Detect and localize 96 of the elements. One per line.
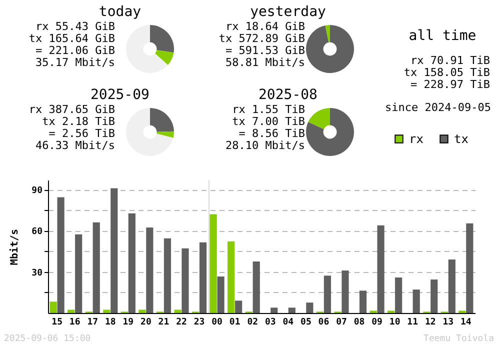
donut-slice <box>325 25 330 42</box>
text: = 2.56 TiB <box>48 127 115 140</box>
bar <box>138 310 146 313</box>
text: tx 2.18 TiB <box>41 115 115 128</box>
x-tick-label: 06 <box>318 318 330 328</box>
x-tick-label: 13 <box>442 318 454 328</box>
donut-slice <box>156 131 174 138</box>
bar <box>92 222 100 313</box>
bar <box>110 188 118 313</box>
bar <box>57 197 64 313</box>
text: = 221.06 GiB <box>34 44 115 57</box>
text: tx 165.64 GiB <box>28 32 115 45</box>
legend-label: rx <box>409 132 424 146</box>
x-tick-label: 21 <box>158 318 170 328</box>
bar <box>306 302 314 313</box>
donut-slice <box>308 108 330 130</box>
bar <box>210 214 217 313</box>
bar <box>217 276 224 313</box>
x-tick-label: 16 <box>69 318 80 328</box>
bar <box>182 248 189 313</box>
text: = 8.56 TiB <box>238 127 305 140</box>
bar <box>342 270 349 313</box>
x-tick-label: 11 <box>407 318 418 328</box>
x-tick-label: 08 <box>354 318 365 328</box>
x-tick-label: 00 <box>212 318 222 328</box>
x-tick-label: 22 <box>176 318 187 328</box>
text: all time <box>408 28 478 44</box>
bar <box>324 276 332 313</box>
donut-slice <box>155 50 174 65</box>
bar <box>466 223 474 313</box>
y-axis-title: Mbit/s <box>8 228 21 266</box>
bar <box>377 225 384 313</box>
bar <box>228 241 235 313</box>
x-tick-label: 18 <box>104 318 116 328</box>
x-tick-label: 05 <box>300 318 312 328</box>
donut-slice <box>150 25 174 53</box>
chart-title: 2025-08 <box>257 87 318 103</box>
text: rx 387.65 GiB <box>28 103 115 116</box>
text: rx 70.91 TiB <box>410 54 490 67</box>
chart-title: 2025-09 <box>89 87 150 103</box>
y-tick-label: 60 <box>32 227 42 238</box>
text: rx 55.43 GiB <box>34 20 115 33</box>
bar <box>235 300 242 313</box>
text: 58.81 Mbit/s <box>224 56 305 69</box>
x-tick-label: 20 <box>140 318 152 328</box>
bar <box>288 308 296 313</box>
bar <box>430 280 438 313</box>
bar <box>103 310 110 313</box>
bar <box>128 213 136 313</box>
donut-slice <box>126 25 168 73</box>
donut-slice <box>150 108 174 132</box>
bar <box>50 302 57 313</box>
legend-label: tx <box>454 132 468 146</box>
bar <box>199 242 207 313</box>
x-tick-label: 09 <box>372 318 382 328</box>
y-tick-label: 30 <box>32 268 42 278</box>
text: tx 7.00 TiB <box>231 115 305 128</box>
x-tick-label: 07 <box>336 318 347 328</box>
bar <box>395 277 402 313</box>
text: since 2024-09-05 <box>385 101 491 114</box>
bar <box>174 310 182 313</box>
chart-title: today <box>98 4 142 20</box>
bar <box>146 227 154 313</box>
text: = 228.97 TiB <box>410 78 490 91</box>
text: = 591.53 GiB <box>224 44 305 57</box>
x-tick-label: 01 <box>229 318 240 328</box>
x-tick-label: 14 <box>460 318 472 328</box>
x-tick-label: 15 <box>52 318 62 328</box>
donut-slice <box>306 108 354 156</box>
y-tick-label: 90 <box>32 186 42 196</box>
x-tick-label: 19 <box>122 318 134 328</box>
text: 28.10 Mbit/s <box>224 139 305 152</box>
bar <box>75 234 82 313</box>
x-tick-label: 12 <box>424 318 436 328</box>
chart-title: yesterday <box>249 4 327 20</box>
x-tick-label: 03 <box>264 318 276 328</box>
bar <box>359 290 367 313</box>
donut-slice <box>306 25 354 73</box>
x-tick-label: 17 <box>87 318 98 328</box>
donut-slice <box>126 108 174 156</box>
x-tick-label: 04 <box>282 318 294 328</box>
text: tx 572.89 GiB <box>218 32 305 45</box>
bar <box>252 261 260 313</box>
text: 35.17 Mbit/s <box>34 56 115 69</box>
text: tx 158.05 TiB <box>402 66 490 79</box>
x-tick-label: 02 <box>247 318 258 328</box>
bar <box>68 310 75 313</box>
text: rx 1.55 TiB <box>231 103 305 116</box>
bar <box>164 238 172 313</box>
x-tick-label: 10 <box>389 318 400 328</box>
bar <box>412 290 420 313</box>
bar <box>448 260 456 313</box>
bar <box>270 308 278 313</box>
text: rx 18.64 GiB <box>224 20 305 33</box>
x-tick-label: 23 <box>194 318 205 328</box>
text: 46.33 Mbit/s <box>34 139 115 152</box>
